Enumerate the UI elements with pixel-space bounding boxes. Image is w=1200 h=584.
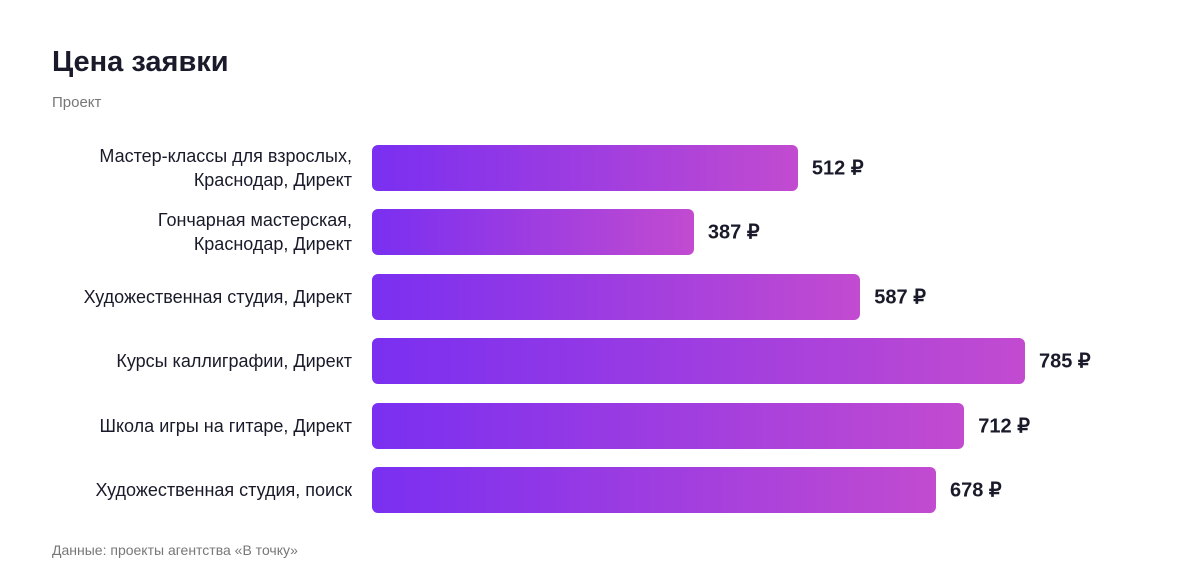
category-label: Школа игры на гитаре, Директ (99, 415, 352, 436)
bar (372, 273, 861, 320)
category-label: Гончарная мастерская, Краснодар, Директ (157, 210, 352, 255)
value-label: 678 ₽ (949, 479, 1002, 502)
bar (372, 467, 936, 513)
source-note: Данные: проекты агентства «В точку» (52, 542, 298, 558)
bar (372, 338, 1025, 385)
category-label: Мастер-классы для взрослых, Краснодар, Д… (99, 146, 352, 190)
bar (372, 145, 798, 191)
bar (372, 209, 694, 256)
value-label: 785 ₽ (1039, 350, 1091, 373)
value-label: 387 ₽ (707, 221, 760, 244)
bar (372, 402, 965, 449)
category-label: Курсы каллиграфии, Директ (116, 351, 352, 372)
value-label: 712 ₽ (978, 415, 1030, 438)
chart-title: Цена заявки (52, 46, 229, 78)
category-label: Художественная студия, поиск (95, 480, 352, 500)
value-label: 512 ₽ (811, 157, 864, 180)
chart-subtitle: Проект (52, 94, 102, 111)
category-label: Художественная студия, Директ (83, 286, 352, 307)
value-label: 587 ₽ (874, 286, 926, 309)
